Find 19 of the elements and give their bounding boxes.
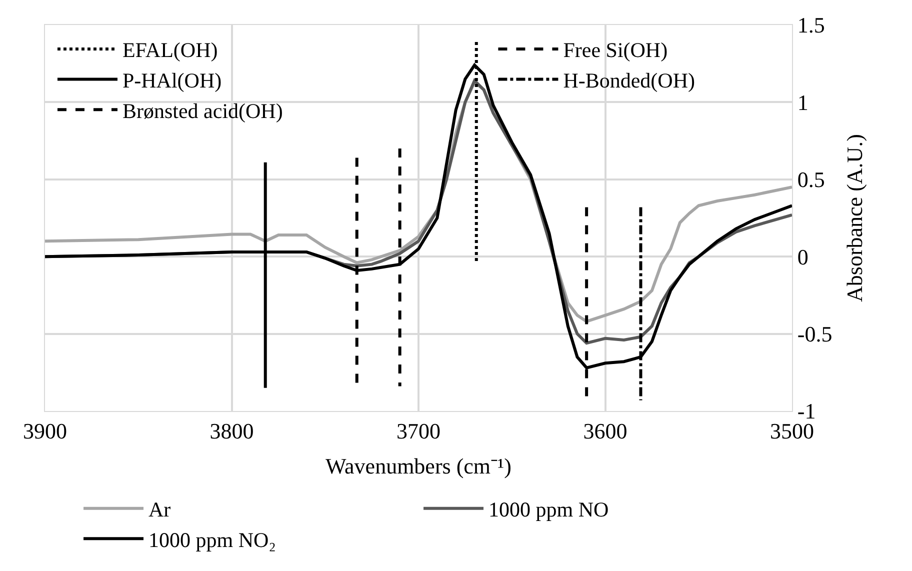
x-tick-label: 3900 [23,418,67,444]
x-tick-label: 3600 [583,418,628,444]
legend-label: Ar [148,498,171,522]
y-axis-title: Absorbance (A.U.) [842,134,868,302]
legend-label: H-Bonded(OH) [563,68,696,92]
legend-label: Brønsted acid(OH) [122,98,283,123]
x-tick-label: 3800 [210,418,254,444]
legend-label: 1000 ppm NO [488,498,609,522]
legend-label: Free Si(OH) [563,38,668,62]
y-tick-label: 1 [797,90,808,115]
x-axis-title: Wavenumbers (cm⁻¹) [326,453,512,478]
legend-label: P-HAl(OH) [122,68,222,92]
y-tick-label: 0 [797,244,808,270]
legend-label: EFAL(OH) [122,38,218,62]
legend-label: 1000 ppm NO₂ [148,528,276,552]
y-tick-label: -0.5 [797,322,832,346]
y-tick-label: 0.5 [797,167,825,192]
x-tick-label: 3700 [396,418,440,444]
y-tick-label: 1.5 [797,12,825,38]
